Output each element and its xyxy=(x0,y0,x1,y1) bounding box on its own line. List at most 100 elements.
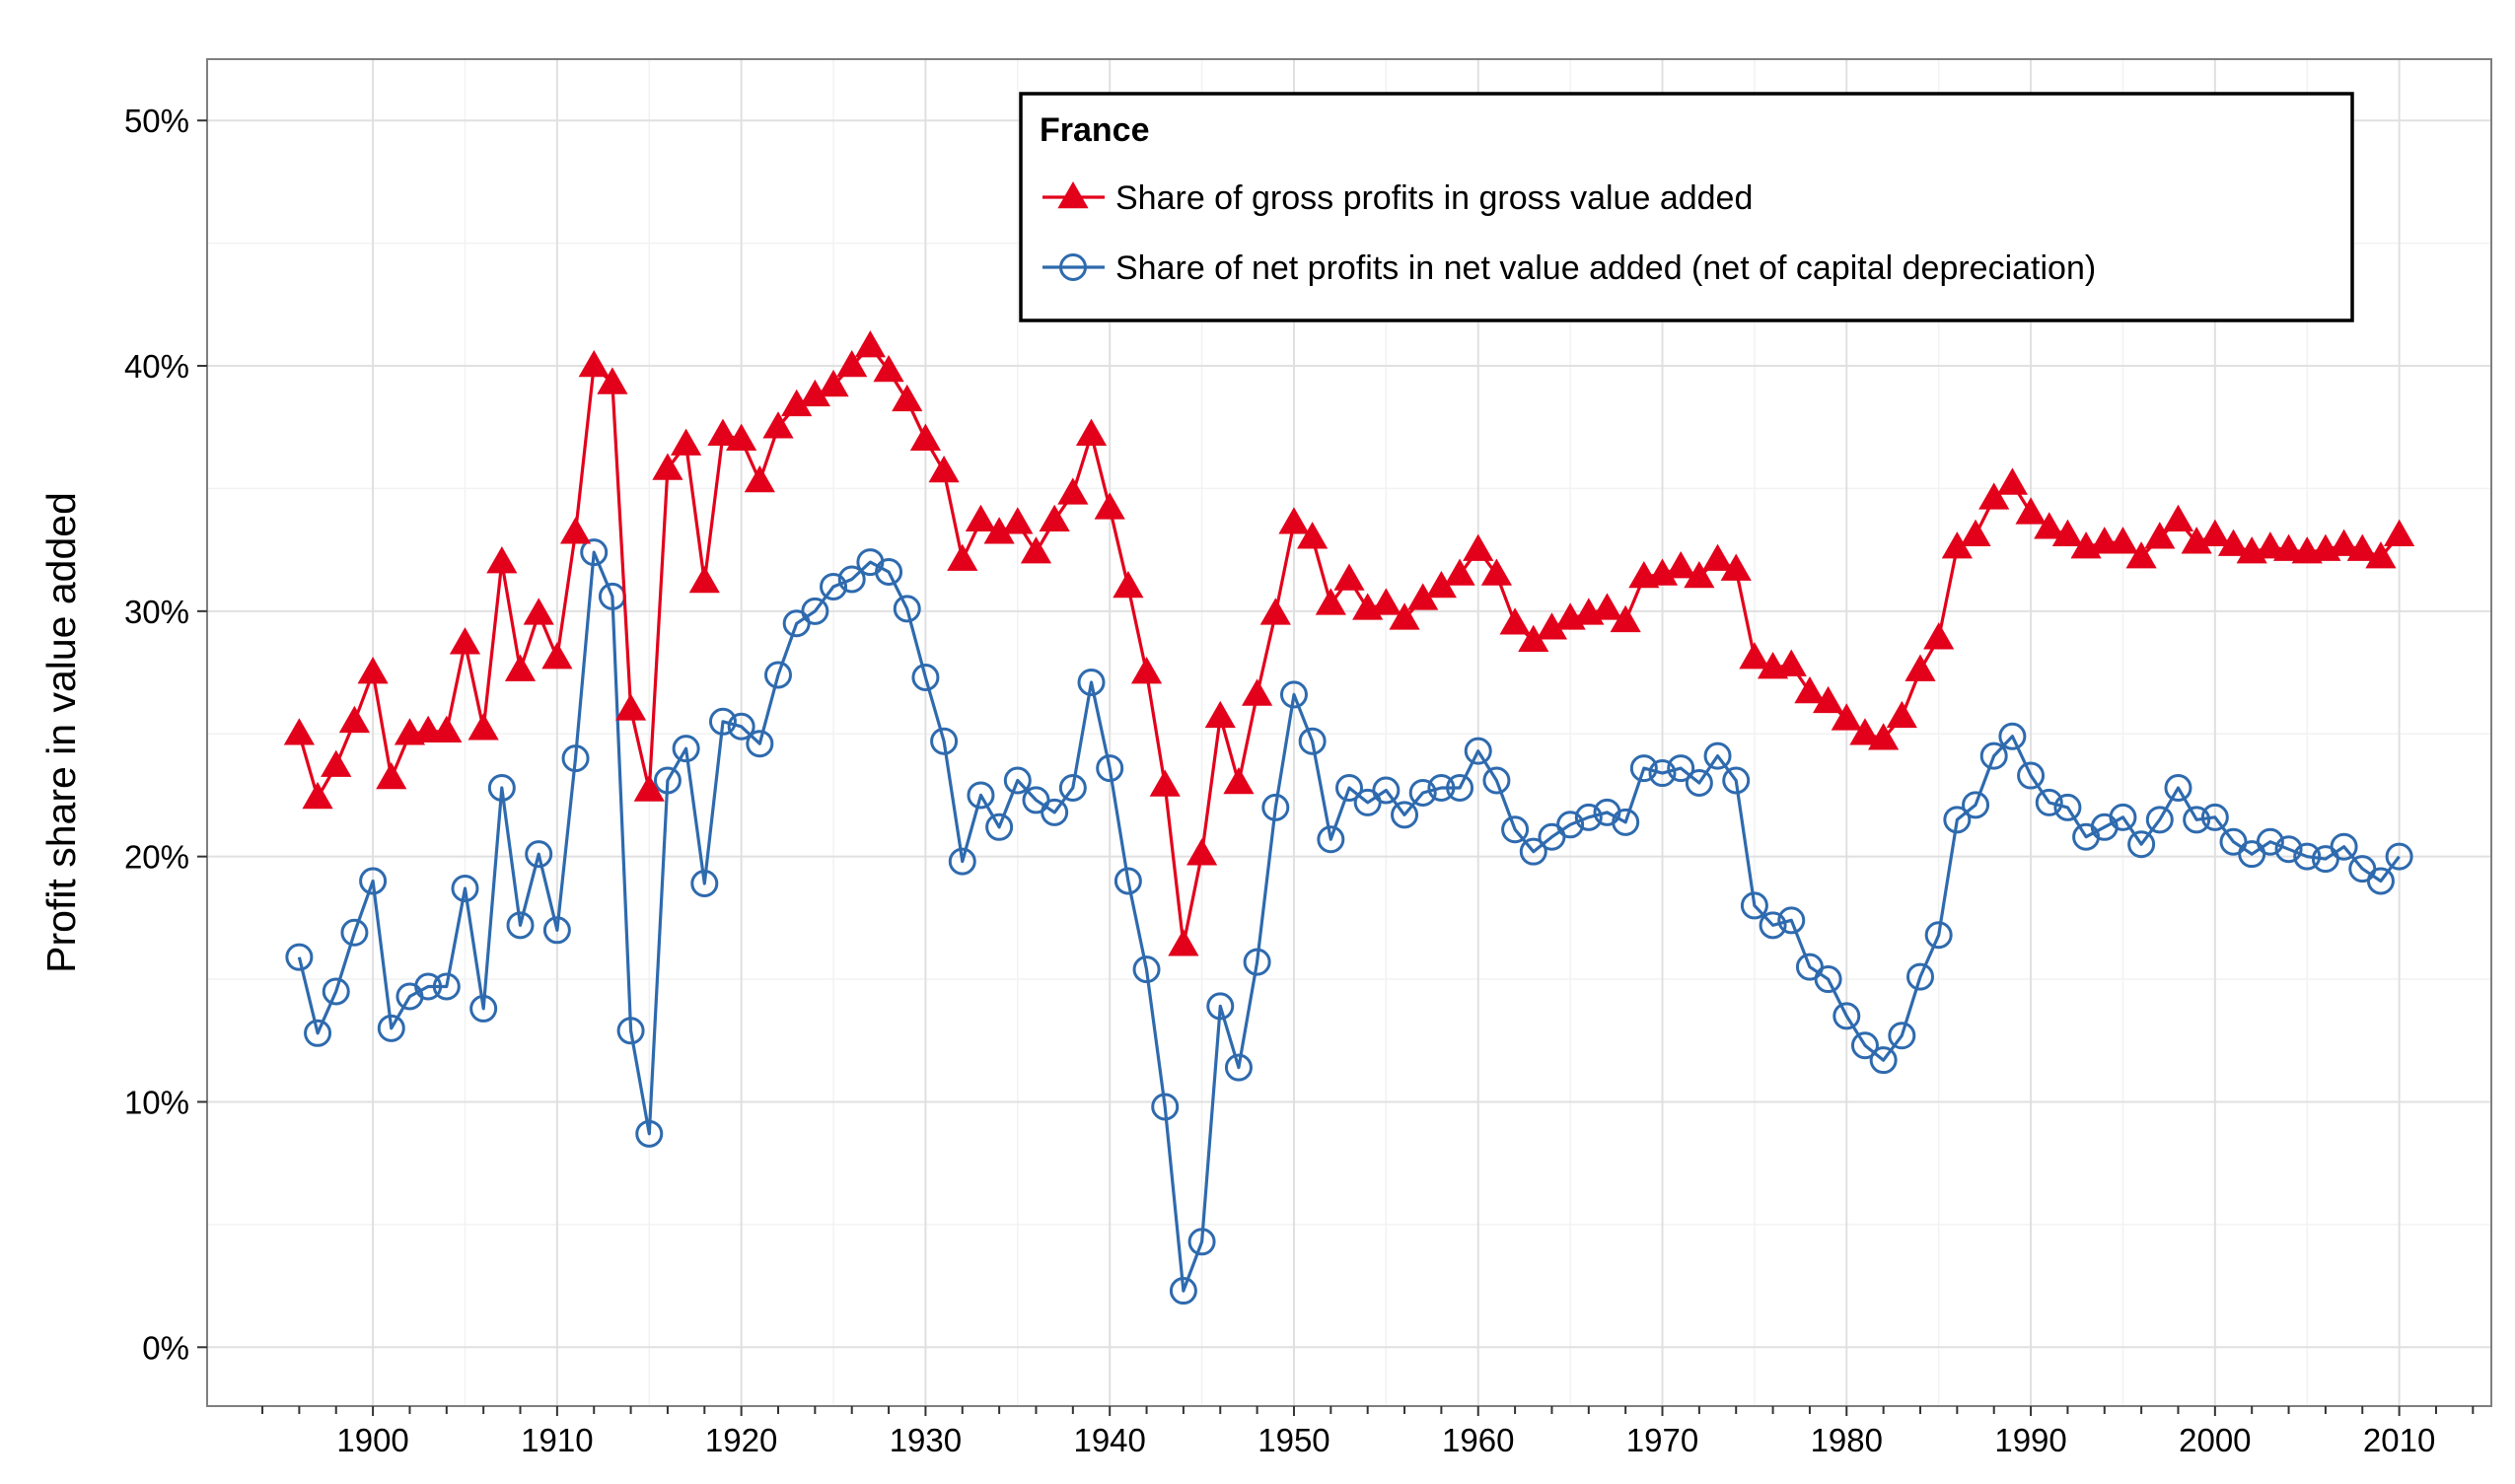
data-point xyxy=(1242,678,1273,706)
data-point xyxy=(726,423,757,451)
data-point xyxy=(469,994,498,1023)
data-point xyxy=(1814,965,1842,994)
data-point xyxy=(1667,754,1695,783)
data-point xyxy=(985,813,1014,841)
data-point xyxy=(1464,737,1492,765)
data-point xyxy=(1317,825,1345,854)
data-point xyxy=(1315,588,1346,615)
data-point xyxy=(909,423,942,451)
data-point xyxy=(1684,560,1715,589)
data-point xyxy=(1978,482,2010,510)
data-point xyxy=(1591,593,1623,620)
data-point xyxy=(1923,622,1955,650)
data-point xyxy=(671,428,702,456)
data-point xyxy=(1169,1277,1197,1306)
data-point xyxy=(948,847,976,876)
legend-key-marker xyxy=(1059,253,1087,281)
data-point xyxy=(1041,798,1069,826)
data-point xyxy=(377,1014,405,1042)
x-tick-label: 1910 xyxy=(521,1422,593,1458)
data-point xyxy=(2035,788,2063,816)
y-tick-label: 40% xyxy=(124,348,189,385)
data-point xyxy=(1480,558,1513,586)
data-point xyxy=(1794,675,1826,704)
data-point xyxy=(652,453,683,480)
y-tick-label: 30% xyxy=(124,594,189,630)
data-point xyxy=(1701,543,1734,571)
data-point xyxy=(633,774,665,802)
data-point xyxy=(1612,808,1640,836)
x-tick-label: 2000 xyxy=(2179,1422,2251,1458)
x-tick-label: 1930 xyxy=(890,1422,962,1458)
legend-entries: Share of gross profits in gross value ad… xyxy=(1042,179,2096,287)
data-point xyxy=(304,1019,332,1047)
data-point xyxy=(578,349,610,378)
data-point xyxy=(359,867,388,895)
data-point xyxy=(1223,766,1255,795)
data-point xyxy=(1002,507,1034,534)
data-point xyxy=(2107,527,2139,554)
data-point xyxy=(2199,519,2231,546)
data-point xyxy=(2366,867,2395,895)
data-point xyxy=(1444,558,1475,586)
data-point xyxy=(1906,962,1934,991)
data-point xyxy=(1962,791,1990,819)
data-point xyxy=(1389,602,1420,630)
data-point xyxy=(875,558,903,587)
data-point xyxy=(614,693,647,721)
data-point xyxy=(414,972,443,1001)
data-point xyxy=(2255,531,2286,559)
data-point xyxy=(1096,754,1124,783)
data-point xyxy=(928,455,960,483)
y-tick-label: 0% xyxy=(142,1329,189,1366)
data-point xyxy=(1408,778,1437,807)
x-tick-label: 1960 xyxy=(1442,1422,1514,1458)
data-point xyxy=(1075,418,1108,446)
data-point xyxy=(1519,837,1547,866)
data-point xyxy=(1114,867,1142,895)
legend-title: France xyxy=(1040,111,1150,149)
data-point xyxy=(338,705,371,734)
data-point xyxy=(1775,649,1807,676)
data-point xyxy=(1224,1053,1253,1082)
data-point xyxy=(1149,769,1181,797)
legend-label: Share of gross profits in gross value ad… xyxy=(1115,179,1753,217)
data-point xyxy=(635,1119,664,1148)
data-point xyxy=(911,664,940,692)
data-point xyxy=(1335,773,1363,802)
data-point xyxy=(1168,929,1199,956)
data-point xyxy=(1904,654,1936,681)
legend-box xyxy=(1019,92,2354,322)
data-point xyxy=(1391,801,1419,829)
data-point xyxy=(486,546,518,574)
data-point xyxy=(357,657,389,684)
x-tick-label: 2010 xyxy=(2363,1422,2435,1458)
data-point xyxy=(541,642,573,670)
data-point xyxy=(1298,727,1327,755)
data-point xyxy=(616,1017,645,1045)
data-point xyxy=(1665,551,1696,579)
data-point xyxy=(449,627,481,655)
data-point xyxy=(1204,700,1236,729)
data-point xyxy=(1151,1093,1180,1121)
data-point xyxy=(1869,1046,1898,1075)
data-point xyxy=(836,349,868,378)
data-point xyxy=(688,565,720,594)
data-point xyxy=(1039,504,1070,532)
data-point xyxy=(2328,529,2360,556)
data-point xyxy=(2034,512,2065,539)
data-point xyxy=(818,369,849,397)
series-gross-profits xyxy=(283,330,2415,956)
data-point xyxy=(2183,806,2211,834)
data-point xyxy=(1020,536,1052,564)
data-point xyxy=(2256,827,2284,856)
data-point xyxy=(376,762,407,790)
data-point xyxy=(1720,553,1752,581)
data-point xyxy=(504,654,537,681)
data-point xyxy=(2053,793,2082,821)
data-point xyxy=(653,766,682,795)
data-point xyxy=(1703,742,1732,770)
data-point xyxy=(1463,533,1494,561)
data-point xyxy=(542,916,571,945)
data-point xyxy=(1888,1022,1916,1050)
